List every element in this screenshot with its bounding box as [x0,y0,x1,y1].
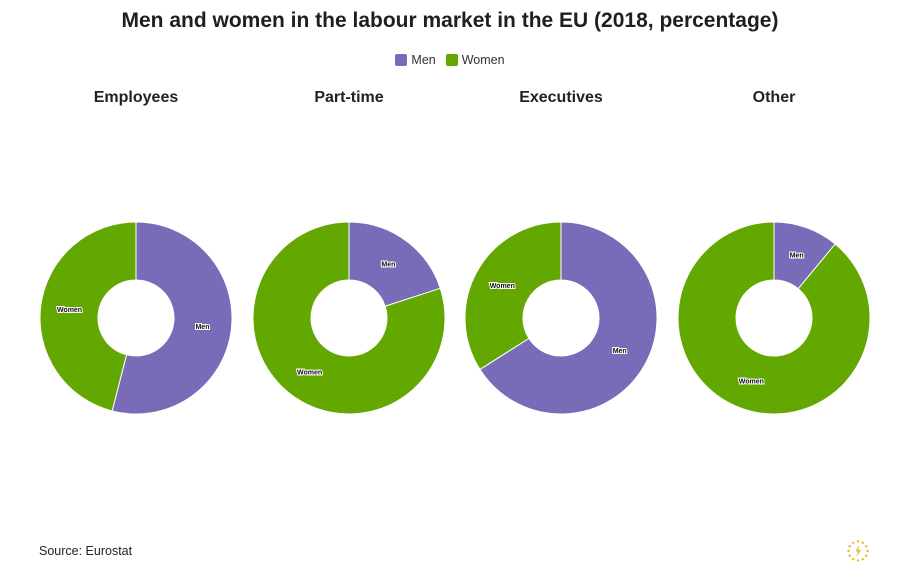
chart-subtitle: Other [753,89,796,106]
slice-label-men: Men [195,324,209,331]
slice-label-women: Women [739,379,764,386]
legend: Men Women [0,53,900,67]
donut-chart-other: Other Men Women [677,89,871,415]
legend-swatch-women [445,54,458,66]
chart-subtitle: Part-time [314,89,383,106]
donut-slice-women[interactable] [677,221,871,415]
source-note: Source: Eurostat [39,544,133,558]
slice-label-men: Men [613,348,627,355]
legend-swatch-men [395,54,408,66]
legend-item-women[interactable]: Women [445,53,505,67]
donut-slice-women[interactable] [464,221,562,371]
donut-chart-part-time: Part-time Men Women [252,89,446,415]
donut-chart-executives: Executives Men Women [464,89,658,415]
donut-slice-women[interactable] [39,221,137,412]
chart-subtitle: Executives [519,89,603,106]
slice-label-women: Women [297,370,322,377]
donut-slice-men[interactable] [348,221,441,307]
donut-slice-men[interactable] [479,221,658,415]
donut-slice-men[interactable] [111,221,233,415]
slice-label-women: Women [490,283,515,290]
legend-label-women: Women [461,53,505,67]
chart-subtitle: Employees [94,89,179,106]
eu-stars-logo-icon [847,540,869,562]
donut-slice-women[interactable] [252,221,446,415]
slice-label-women: Women [57,307,82,314]
donut-chart-employees: Employees Men Women [39,89,233,415]
chart-title: Men and women in the labour market in th… [121,9,779,32]
legend-item-men[interactable]: Men [395,53,436,67]
legend-label-men: Men [411,53,436,67]
slice-label-men: Men [381,261,395,268]
slice-label-men: Men [790,252,804,259]
